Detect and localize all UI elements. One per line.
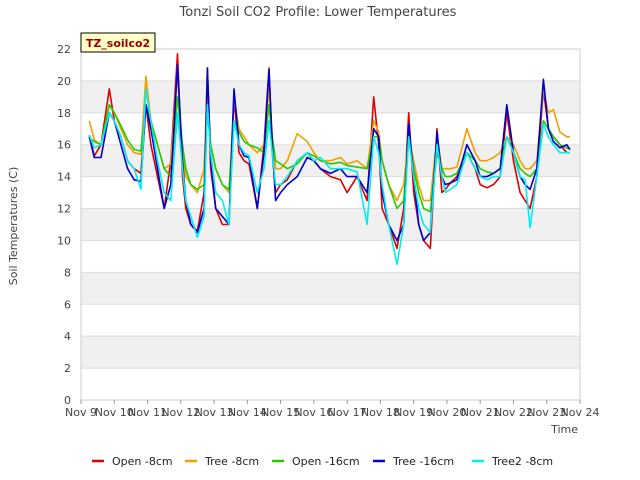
site-badge: TZ_soilco2 bbox=[80, 32, 156, 53]
y-tick-label: 4 bbox=[64, 330, 71, 343]
x-tick-label: Nov 10 bbox=[95, 406, 134, 419]
y-axis-label: Soil Temperatures (C) bbox=[7, 167, 20, 286]
x-tick-label: Nov 9 bbox=[65, 406, 97, 419]
legend-item: Tree -8cm bbox=[185, 455, 259, 468]
x-tick-label: Nov 24 bbox=[561, 406, 600, 419]
x-tick-label: Nov 11 bbox=[128, 406, 167, 419]
x-tick-label: Nov 18 bbox=[361, 406, 400, 419]
y-tick-label: 20 bbox=[57, 75, 71, 88]
x-tick-label: Nov 20 bbox=[427, 406, 466, 419]
y-tick-label: 14 bbox=[57, 171, 71, 184]
plot-band bbox=[81, 80, 580, 113]
plot-band bbox=[81, 272, 580, 305]
y-tick-label: 8 bbox=[64, 266, 71, 279]
series-lines bbox=[88, 52, 571, 266]
site-badge-box bbox=[80, 32, 156, 53]
y-tick-label: 16 bbox=[57, 139, 71, 152]
plot-band bbox=[81, 208, 580, 241]
legend-label: Open -8cm bbox=[112, 455, 173, 468]
x-tick-label: Nov 21 bbox=[461, 406, 500, 419]
plot-background-bands bbox=[81, 80, 580, 369]
legend-label: Open -16cm bbox=[292, 455, 360, 468]
legend-item: Open -16cm bbox=[272, 455, 360, 468]
legend-label: Tree2 -8cm bbox=[491, 455, 553, 468]
y-tick-label: 22 bbox=[57, 43, 71, 56]
y-tick-label: 2 bbox=[64, 362, 71, 375]
legend-item: Tree2 -8cm bbox=[472, 455, 553, 468]
x-tick-label: Nov 22 bbox=[494, 406, 533, 419]
x-tick-label: Nov 17 bbox=[328, 406, 367, 419]
x-tick-label: Nov 15 bbox=[261, 406, 300, 419]
x-tick-label: Nov 19 bbox=[394, 406, 433, 419]
series-line-tree-16cm bbox=[88, 64, 571, 242]
legend-item: Tree -16cm bbox=[373, 455, 454, 468]
x-tick-label: Nov 16 bbox=[294, 406, 333, 419]
site-badge-label: TZ_soilco2 bbox=[86, 37, 150, 50]
legend-label: Tree -16cm bbox=[392, 455, 454, 468]
x-tick-label: Nov 13 bbox=[195, 406, 234, 419]
y-tick-label: 0 bbox=[64, 394, 71, 407]
x-tick-label: Nov 12 bbox=[161, 406, 200, 419]
y-tick-label: 18 bbox=[57, 107, 71, 120]
legend-label: Tree -8cm bbox=[204, 455, 259, 468]
x-tick-label: Nov 14 bbox=[228, 406, 267, 419]
series-line-tree2-8cm bbox=[88, 88, 570, 266]
x-tick-label: Nov 23 bbox=[527, 406, 566, 419]
chart-title: Tonzi Soil CO2 Profile: Lower Temperatur… bbox=[179, 5, 457, 20]
y-tick-label: 12 bbox=[57, 203, 71, 216]
legend: Open -8cm Tree -8cm Open -16cm Tree -16cm Tr… bbox=[92, 455, 553, 468]
x-axis-label: Time bbox=[550, 423, 578, 436]
y-tick-labels: 0 2 4 6 8 10 12 14 16 18 20 22 bbox=[57, 43, 71, 407]
legend-item: Open -8cm bbox=[92, 455, 173, 468]
y-tick-label: 10 bbox=[57, 234, 71, 247]
y-tick-label: 6 bbox=[64, 298, 71, 311]
plot-band bbox=[81, 336, 580, 369]
plot-frame bbox=[80, 48, 581, 401]
